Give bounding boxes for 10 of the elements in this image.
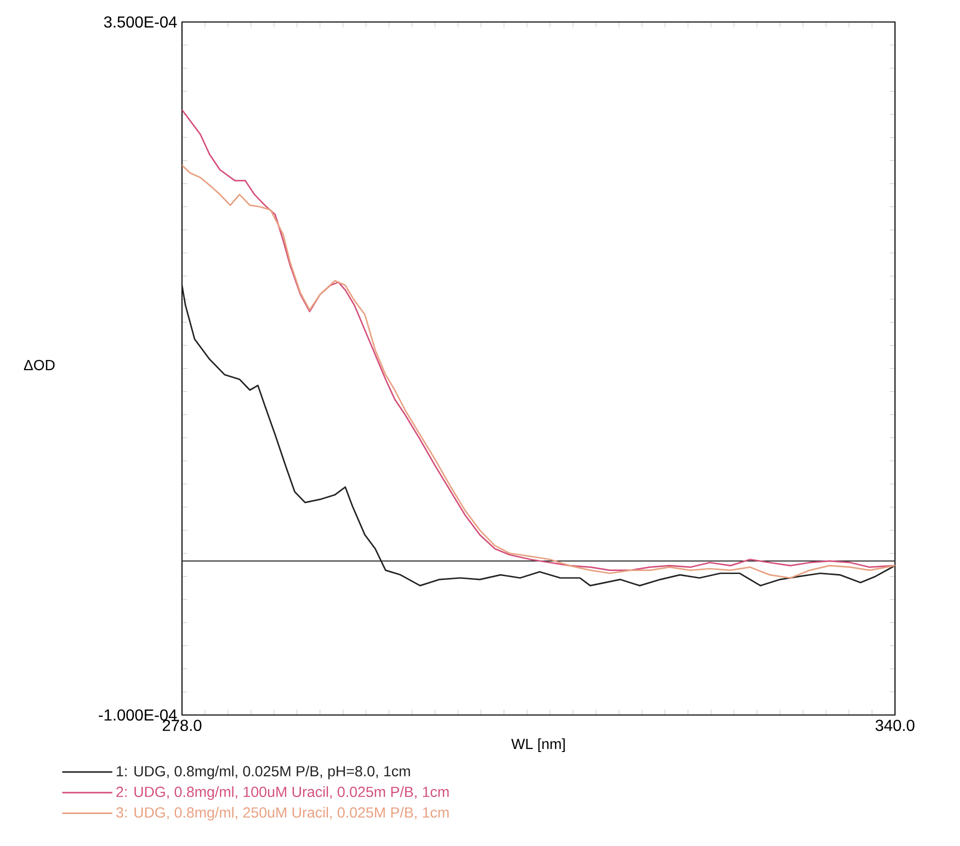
legend-label: 2: UDG, 0.8mg/ml, 100uM Uracil, 0.025m P/B, 1cm (116, 786, 449, 800)
x-tick-label: 340.0 (876, 720, 914, 732)
y-tick-label: -1.000E-04 (98, 709, 177, 721)
line-series (182, 284, 895, 586)
y-tick-label: 3.500E-04 (104, 16, 177, 28)
legend-label: 3: UDG, 0.8mg/ml, 250uM Uracil, 0.025M P/B, 1cm (116, 806, 449, 821)
legend-label: 1: UDG, 0.8mg/ml, 0.025M P/B, pH=8.0, 1cm (116, 766, 410, 780)
x-axis-title: WL [nm] (511, 738, 565, 752)
x-tick-label: 278.0 (162, 720, 202, 732)
y-axis-title: ΔOD (24, 360, 55, 370)
